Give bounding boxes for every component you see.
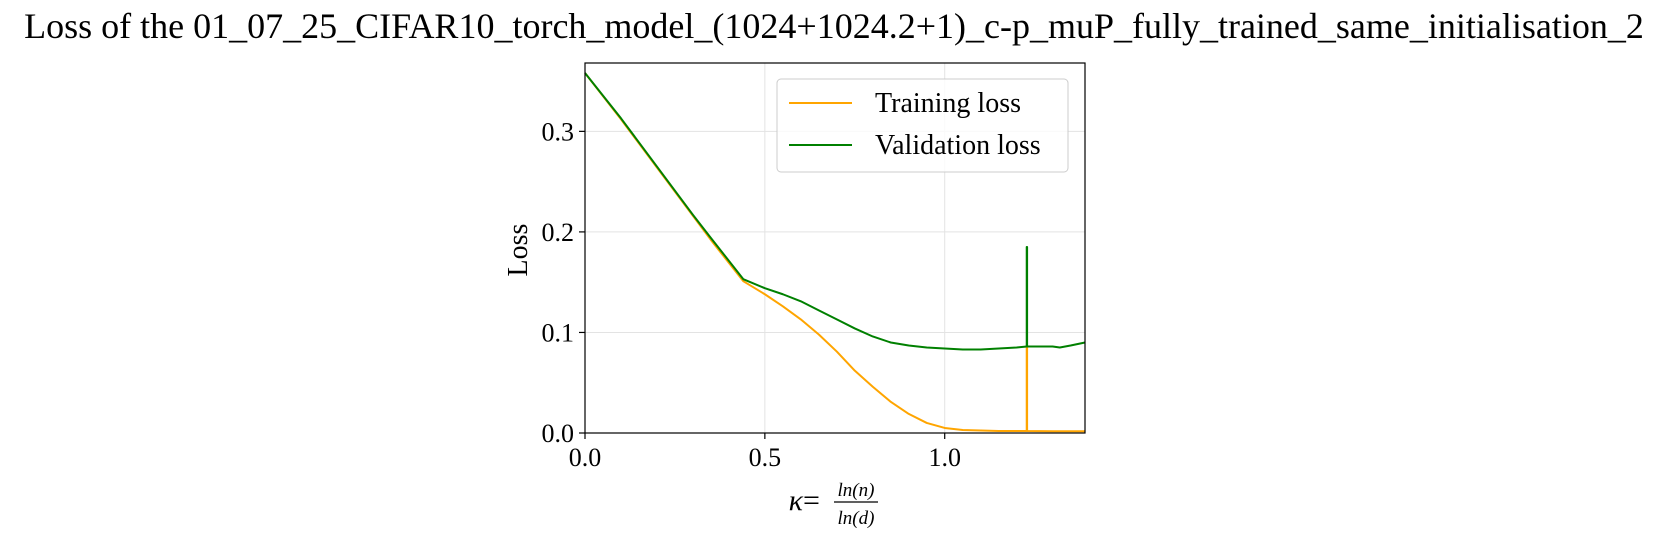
- legend-label: Training loss: [875, 88, 1021, 119]
- series-lines: [584, 72, 1086, 433]
- x-axis-label-denominator: ln(d): [838, 508, 875, 529]
- x-tick-label: 0.5: [749, 443, 782, 472]
- x-axis-label-kappa: κ: [789, 484, 804, 517]
- legend-label: Validation loss: [875, 130, 1041, 161]
- y-tick-label: 0.0: [542, 419, 575, 448]
- x-axis-label-equals: =: [803, 484, 820, 517]
- axis-ticks: 0.0 0.5 1.0 0.0 0.1 0.2 0.3: [542, 117, 961, 472]
- plot-frame: [584, 62, 1086, 434]
- x-tick-label: 0.0: [569, 443, 602, 472]
- series-line-training-loss: [584, 72, 1086, 433]
- series-line-validation-loss: [584, 72, 1086, 351]
- y-tick-label: 0.2: [542, 218, 575, 247]
- chart-title: Loss of the 01_07_25_CIFAR10_torch_model…: [24, 6, 1644, 46]
- y-tick-label: 0.1: [542, 318, 575, 347]
- x-axis-label: κ = ln(n) ln(d): [789, 480, 878, 529]
- y-tick-label: 0.3: [542, 117, 575, 146]
- y-axis-label: Loss: [503, 224, 534, 277]
- legend: Training loss Validation loss: [776, 78, 1069, 173]
- x-axis-label-numerator: ln(n): [838, 480, 875, 501]
- x-tick-label: 1.0: [928, 443, 961, 472]
